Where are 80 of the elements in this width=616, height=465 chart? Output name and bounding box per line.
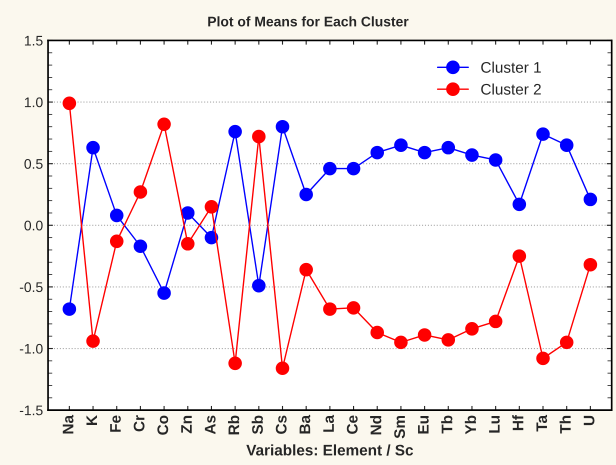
point <box>418 328 432 342</box>
point <box>86 334 100 348</box>
point <box>181 237 195 251</box>
point <box>465 148 479 162</box>
point <box>584 258 598 272</box>
x-tick-label: Yb <box>464 416 476 434</box>
point <box>465 322 479 336</box>
point <box>134 239 148 254</box>
point <box>276 361 290 376</box>
point <box>86 140 100 154</box>
point <box>346 162 360 176</box>
point <box>228 124 242 138</box>
x-tick-label: Sb <box>252 416 263 434</box>
x-tick-label: Tb <box>441 416 452 434</box>
x-tick-label: Cs <box>276 416 287 434</box>
point <box>252 130 266 144</box>
chart-title: Plot of Means for Each Cluster <box>208 16 409 26</box>
legend-label: Cluster 1 <box>481 62 541 73</box>
x-tick-label: As <box>204 416 216 434</box>
point <box>157 117 171 132</box>
point <box>442 333 456 347</box>
x-tick-label: Th <box>560 416 571 434</box>
point <box>370 146 384 160</box>
point <box>584 192 598 206</box>
point <box>134 185 148 199</box>
x-tick-label: Sm <box>394 416 406 438</box>
x-tick-label: Ce <box>346 416 358 434</box>
point <box>536 127 550 141</box>
point <box>418 146 432 160</box>
point <box>560 336 574 350</box>
x-tick-label: Eu <box>418 416 429 434</box>
x-tick-label: Na <box>62 414 74 434</box>
point <box>512 249 526 263</box>
point <box>204 200 218 214</box>
x-tick-label: Hf <box>512 414 524 430</box>
x-tick-label: Lu <box>489 416 500 433</box>
y-tick-label: 1.0 <box>24 97 43 108</box>
point <box>442 140 456 154</box>
point <box>276 120 290 134</box>
point <box>512 198 526 212</box>
x-tick-label: Fe <box>110 416 121 432</box>
point <box>323 302 337 316</box>
point <box>157 286 171 300</box>
x-tick-label: La <box>323 414 334 432</box>
point <box>536 352 550 366</box>
y-tick-label: -1.5 <box>20 406 43 416</box>
point <box>394 336 408 350</box>
y-tick-label: 1.5 <box>24 36 43 46</box>
x-tick-label: Ta <box>536 414 548 432</box>
point <box>370 326 384 340</box>
point <box>488 153 502 167</box>
point <box>299 188 313 202</box>
point <box>323 162 337 176</box>
point <box>346 301 360 315</box>
point <box>110 234 124 248</box>
y-tick-label: 0.0 <box>24 220 43 230</box>
y-tick-label: -0.5 <box>20 282 43 292</box>
x-tick-label: Cr <box>134 415 145 432</box>
point <box>299 262 313 276</box>
x-tick-label: U <box>584 416 594 426</box>
x-tick-label: Rb <box>228 416 240 434</box>
x-tick-label: Co <box>157 416 168 435</box>
x-tick-label: K <box>86 415 97 426</box>
point <box>62 302 76 316</box>
point <box>110 208 124 222</box>
point <box>560 138 574 152</box>
x-tick-label: Ba <box>300 414 310 434</box>
y-tick-label: 0.5 <box>24 159 43 169</box>
legend-label: Cluster 2 <box>481 83 541 95</box>
point <box>228 356 242 370</box>
x-axis-title: Variables: Element / Sc <box>246 444 414 456</box>
x-tick-label: Zn <box>181 416 192 434</box>
point <box>252 278 266 292</box>
y-tick-label: -1.0 <box>20 344 43 354</box>
point <box>181 206 195 220</box>
point <box>394 138 408 152</box>
point <box>204 230 218 244</box>
point <box>62 96 76 110</box>
x-tick-label: Nd <box>370 416 382 434</box>
point <box>488 314 502 328</box>
